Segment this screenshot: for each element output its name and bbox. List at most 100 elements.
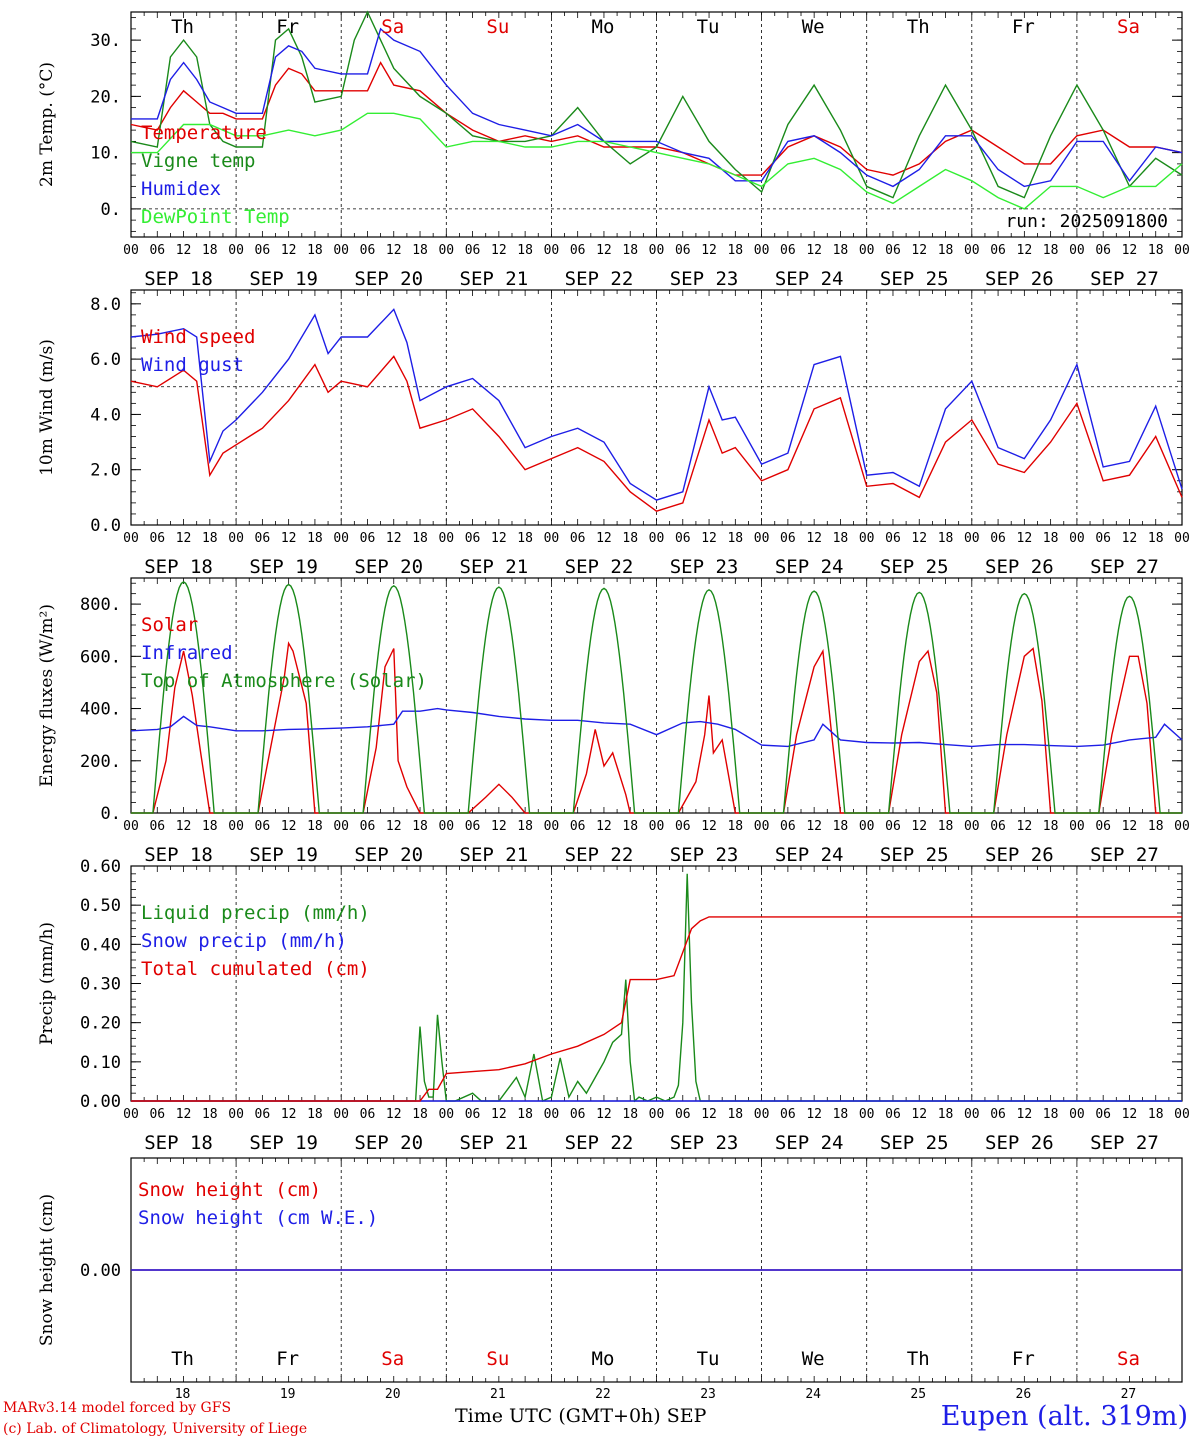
date-label: SEP 26 bbox=[985, 844, 1054, 866]
hour-tick-label: 00 bbox=[1174, 1107, 1190, 1122]
hour-tick-label: 06 bbox=[570, 243, 586, 258]
hour-tick-label: 18 bbox=[1043, 1107, 1059, 1122]
station-title: Eupen (alt. 319m) bbox=[940, 1401, 1188, 1432]
hour-tick-label: 18 bbox=[1148, 819, 1164, 834]
top-day-label: Tu bbox=[697, 16, 720, 38]
top-day-label: Fr bbox=[1012, 16, 1035, 38]
hour-tick-label: 12 bbox=[491, 1107, 507, 1122]
date-label: SEP 19 bbox=[249, 268, 318, 290]
date-label: SEP 20 bbox=[354, 844, 423, 866]
hour-tick-label: 00 bbox=[123, 531, 139, 546]
y-tick-label: 600. bbox=[80, 647, 121, 667]
hour-tick-label: 12 bbox=[281, 819, 297, 834]
hour-tick-label: 12 bbox=[806, 531, 822, 546]
hour-tick-label: 18 bbox=[412, 243, 428, 258]
y-tick-label: 6.0 bbox=[90, 350, 121, 370]
hour-tick-label: 12 bbox=[701, 531, 717, 546]
hour-tick-label: 12 bbox=[176, 819, 192, 834]
legend-entry: Wind gust bbox=[141, 354, 244, 376]
hour-tick-label: 00 bbox=[649, 243, 665, 258]
hour-tick-label: 12 bbox=[281, 1107, 297, 1122]
hour-tick-label: 00 bbox=[333, 1107, 349, 1122]
hour-tick-label: 06 bbox=[255, 243, 271, 258]
bottom-day-number: 22 bbox=[595, 1387, 611, 1402]
hour-tick-label: 12 bbox=[1017, 1107, 1033, 1122]
y-axis-label: 2m Temp. (°C) bbox=[37, 62, 57, 187]
hour-tick-label: 12 bbox=[281, 531, 297, 546]
hour-tick-label: 00 bbox=[649, 819, 665, 834]
y-tick-label: 20. bbox=[90, 87, 121, 107]
hour-tick-label: 06 bbox=[675, 1107, 691, 1122]
bottom-day-label: Fr bbox=[276, 1348, 299, 1370]
hour-tick-label: 18 bbox=[307, 531, 323, 546]
hour-tick-label: 18 bbox=[517, 1107, 533, 1122]
date-label: SEP 21 bbox=[460, 1132, 529, 1154]
hour-tick-label: 12 bbox=[701, 1107, 717, 1122]
hour-tick-label: 12 bbox=[701, 819, 717, 834]
date-label: SEP 26 bbox=[985, 1132, 1054, 1154]
hour-tick-label: 06 bbox=[885, 531, 901, 546]
y-tick-label: 0. bbox=[101, 200, 121, 220]
top-day-label: We bbox=[802, 16, 825, 38]
date-label: SEP 24 bbox=[775, 1132, 844, 1154]
lab-credit: (c) Lab. of Climatology, University of L… bbox=[3, 1421, 308, 1437]
date-label: SEP 27 bbox=[1090, 556, 1159, 578]
top-day-label: Sa bbox=[1117, 16, 1140, 38]
hour-tick-label: 18 bbox=[1043, 243, 1059, 258]
hour-tick-label: 12 bbox=[386, 819, 402, 834]
date-label: SEP 19 bbox=[249, 556, 318, 578]
hour-tick-label: 00 bbox=[859, 243, 875, 258]
hour-tick-label: 00 bbox=[964, 1107, 980, 1122]
hour-tick-label: 00 bbox=[1069, 819, 1085, 834]
bottom-day-number: 23 bbox=[700, 1387, 716, 1402]
hour-tick-label: 00 bbox=[754, 1107, 770, 1122]
y-tick-label: 0.00 bbox=[80, 1261, 121, 1281]
hour-tick-label: 06 bbox=[465, 1107, 481, 1122]
hour-tick-label: 06 bbox=[360, 1107, 376, 1122]
y-tick-label: 0.30 bbox=[80, 975, 121, 995]
y-tick-label: 0.40 bbox=[80, 935, 121, 955]
hour-tick-label: 12 bbox=[176, 1107, 192, 1122]
bottom-day-number: 24 bbox=[805, 1387, 821, 1402]
hour-tick-label: 18 bbox=[412, 531, 428, 546]
legend-entry: Solar bbox=[141, 614, 198, 636]
hour-tick-label: 00 bbox=[964, 819, 980, 834]
hour-tick-label: 06 bbox=[149, 1107, 165, 1122]
date-label: SEP 18 bbox=[144, 844, 213, 866]
hour-tick-label: 06 bbox=[885, 243, 901, 258]
y-tick-label: 0.50 bbox=[80, 896, 121, 916]
hour-tick-label: 06 bbox=[675, 531, 691, 546]
hour-tick-label: 00 bbox=[1069, 531, 1085, 546]
hour-tick-label: 12 bbox=[386, 1107, 402, 1122]
legend-entry: Snow height (cm W.E.) bbox=[138, 1207, 378, 1229]
date-label: SEP 18 bbox=[144, 268, 213, 290]
y-tick-label: 2.0 bbox=[90, 461, 121, 481]
series-line-dewpoint-temp bbox=[131, 112, 1183, 210]
hour-tick-label: 18 bbox=[1148, 243, 1164, 258]
hour-tick-label: 06 bbox=[360, 819, 376, 834]
hour-tick-label: 18 bbox=[1043, 531, 1059, 546]
hour-tick-label: 00 bbox=[333, 531, 349, 546]
bottom-day-number: 18 bbox=[175, 1387, 191, 1402]
hour-tick-label: 18 bbox=[833, 819, 849, 834]
hour-tick-label: 06 bbox=[360, 243, 376, 258]
hour-tick-label: 00 bbox=[544, 531, 560, 546]
date-label: SEP 18 bbox=[144, 556, 213, 578]
hour-tick-label: 12 bbox=[911, 1107, 927, 1122]
hour-tick-label: 18 bbox=[202, 819, 218, 834]
hour-tick-label: 18 bbox=[938, 1107, 954, 1122]
hour-tick-label: 12 bbox=[176, 531, 192, 546]
hour-tick-label: 00 bbox=[123, 819, 139, 834]
top-day-label: Sa bbox=[381, 16, 404, 38]
hour-tick-label: 06 bbox=[990, 243, 1006, 258]
date-label: SEP 26 bbox=[985, 556, 1054, 578]
hour-tick-label: 18 bbox=[622, 243, 638, 258]
hour-tick-label: 18 bbox=[938, 531, 954, 546]
hour-tick-label: 18 bbox=[938, 819, 954, 834]
bottom-day-label: Mo bbox=[592, 1348, 615, 1370]
series-line-wind-speed bbox=[130, 355, 1183, 512]
hour-tick-label: 12 bbox=[806, 819, 822, 834]
series-line-vigne-temp bbox=[130, 10, 1183, 199]
hour-tick-label: 00 bbox=[754, 819, 770, 834]
